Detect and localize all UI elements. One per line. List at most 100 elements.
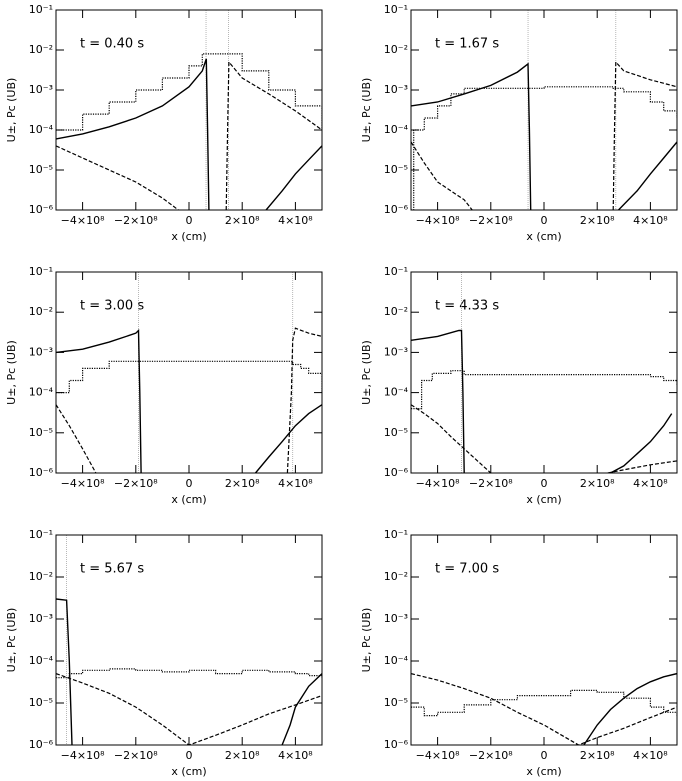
y-tick-label: 10⁻⁶ bbox=[384, 466, 409, 479]
y-tick-label: 10⁻⁵ bbox=[384, 163, 408, 176]
data-line bbox=[411, 62, 677, 210]
x-tick-label: 0 bbox=[186, 477, 193, 490]
plot-frame bbox=[410, 9, 678, 211]
x-tick-label: −4×10⁸ bbox=[416, 214, 460, 227]
data-line bbox=[411, 689, 677, 717]
y-tick-label: 10⁻⁵ bbox=[29, 426, 53, 439]
x-axis-label: x (cm) bbox=[526, 493, 561, 506]
plot-frame bbox=[55, 271, 323, 474]
plot-area bbox=[411, 272, 677, 473]
data-line bbox=[56, 53, 322, 131]
y-tick-label: 10⁻⁶ bbox=[29, 466, 54, 479]
x-tick-label: −4×10⁸ bbox=[416, 477, 460, 490]
x-tick-label: −2×10⁸ bbox=[114, 749, 158, 762]
x-tick-label: 2×10⁸ bbox=[225, 749, 260, 762]
y-tick-label: 10⁻⁴ bbox=[384, 386, 409, 399]
panel-title: t = 0.40 s bbox=[80, 37, 144, 52]
y-tick-label: 10⁻² bbox=[384, 570, 408, 583]
y-tick-label: 10⁻⁴ bbox=[384, 123, 409, 136]
data-line bbox=[583, 672, 677, 745]
plot-frame bbox=[410, 271, 678, 474]
x-tick-label: 0 bbox=[541, 477, 548, 490]
y-tick-label: 10⁻³ bbox=[384, 345, 408, 358]
x-tick-label: 2×10⁸ bbox=[580, 749, 615, 762]
x-tick-label: 0 bbox=[186, 214, 193, 227]
y-tick-label: 10⁻⁴ bbox=[29, 123, 54, 136]
y-tick-label: 10⁻¹ bbox=[29, 3, 53, 16]
plot-frame bbox=[410, 534, 678, 746]
data-line bbox=[56, 58, 322, 210]
y-tick-label: 10⁻⁵ bbox=[384, 426, 408, 439]
x-tick-label: 4×10⁸ bbox=[633, 214, 668, 227]
y-tick-label: 10⁻⁴ bbox=[29, 654, 54, 667]
y-tick-label: 10⁻⁶ bbox=[384, 203, 409, 216]
data-line bbox=[56, 668, 322, 679]
x-tick-label: 2×10⁸ bbox=[580, 214, 615, 227]
x-axis-label: x (cm) bbox=[171, 493, 206, 506]
y-tick-label: 10⁻⁶ bbox=[29, 203, 54, 216]
y-tick-label: 10⁻¹ bbox=[384, 528, 408, 541]
panel: 10⁻⁶ 10⁻⁵ 10⁻⁴ 10⁻³ 10⁻² 10⁻¹ −4×10⁸ −2×10⁸ 0 2×1… bbox=[360, 265, 678, 506]
panel: 10⁻⁶ 10⁻⁵ 10⁻⁴ 10⁻³ 10⁻² 10⁻¹ −4×10⁸ −2×10⁸ 0 2×1… bbox=[360, 528, 678, 778]
x-axis-label: x (cm) bbox=[526, 230, 561, 243]
x-tick-label: 4×10⁸ bbox=[278, 749, 313, 762]
y-tick-label: 10⁻¹ bbox=[384, 3, 408, 16]
x-tick-label: 0 bbox=[541, 749, 548, 762]
panel-title: t = 5.67 s bbox=[80, 562, 144, 577]
y-tick-label: 10⁻⁴ bbox=[29, 386, 54, 399]
plot-frame bbox=[55, 534, 323, 746]
data-line bbox=[56, 673, 322, 745]
y-axis-label: U±, Pc (UB) bbox=[360, 78, 373, 143]
y-tick-label: 10⁻⁶ bbox=[384, 738, 409, 751]
data-line bbox=[411, 329, 673, 473]
x-tick-label: 0 bbox=[186, 749, 193, 762]
data-line bbox=[56, 328, 322, 473]
y-tick-label: 10⁻¹ bbox=[29, 528, 53, 541]
plot-frame bbox=[55, 9, 323, 211]
panel-title: t = 3.00 s bbox=[80, 299, 144, 314]
x-axis-label: x (cm) bbox=[526, 765, 561, 778]
x-tick-label: −4×10⁸ bbox=[61, 477, 105, 490]
data-line bbox=[411, 673, 677, 745]
y-tick-label: 10⁻⁵ bbox=[29, 163, 53, 176]
y-tick-label: 10⁻² bbox=[29, 43, 53, 56]
x-axis-label: x (cm) bbox=[171, 230, 206, 243]
data-line bbox=[411, 370, 677, 410]
data-line bbox=[56, 360, 322, 394]
y-tick-label: 10⁻² bbox=[29, 305, 53, 318]
y-tick-label: 10⁻³ bbox=[29, 83, 53, 96]
y-tick-label: 10⁻² bbox=[384, 43, 408, 56]
y-tick-label: 10⁻¹ bbox=[384, 265, 408, 278]
x-tick-label: −2×10⁸ bbox=[114, 214, 158, 227]
y-axis-label: U±, Pc (UB) bbox=[360, 340, 373, 405]
plot-area bbox=[56, 535, 322, 745]
y-tick-label: 10⁻⁴ bbox=[384, 654, 409, 667]
panel: 10⁻⁶ 10⁻⁵ 10⁻⁴ 10⁻³ 10⁻² 10⁻¹ −4×10⁸ −2×10⁸ 0 2×1… bbox=[5, 265, 323, 506]
x-tick-label: −4×10⁸ bbox=[61, 214, 105, 227]
x-tick-label: 4×10⁸ bbox=[633, 749, 668, 762]
y-axis-label: U±, Pc (UB) bbox=[5, 78, 18, 143]
y-tick-label: 10⁻¹ bbox=[29, 265, 53, 278]
plot-area bbox=[56, 272, 322, 473]
y-tick-label: 10⁻³ bbox=[29, 345, 53, 358]
y-tick-label: 10⁻³ bbox=[384, 83, 408, 96]
y-axis-label: U±, Pc (UB) bbox=[360, 608, 373, 673]
plot-area bbox=[56, 10, 322, 210]
x-tick-label: 4×10⁸ bbox=[278, 214, 313, 227]
x-tick-label: 2×10⁸ bbox=[225, 477, 260, 490]
data-line bbox=[56, 327, 322, 473]
data-line bbox=[56, 598, 322, 745]
y-tick-label: 10⁻⁵ bbox=[29, 696, 53, 709]
x-tick-label: −2×10⁸ bbox=[469, 749, 513, 762]
plot-area bbox=[411, 10, 677, 210]
y-tick-label: 10⁻³ bbox=[384, 612, 408, 625]
x-tick-label: 4×10⁸ bbox=[278, 477, 313, 490]
y-tick-label: 10⁻⁶ bbox=[29, 738, 54, 751]
y-tick-label: 10⁻⁵ bbox=[384, 696, 408, 709]
panel: 10⁻⁶ 10⁻⁵ 10⁻⁴ 10⁻³ 10⁻² 10⁻¹ −4×10⁸ −2×10⁸ 0 2×1… bbox=[360, 3, 678, 243]
y-tick-label: 10⁻² bbox=[29, 570, 53, 583]
panel-title: t = 1.67 s bbox=[435, 37, 499, 52]
x-tick-label: −4×10⁸ bbox=[416, 749, 460, 762]
data-line bbox=[411, 60, 677, 210]
